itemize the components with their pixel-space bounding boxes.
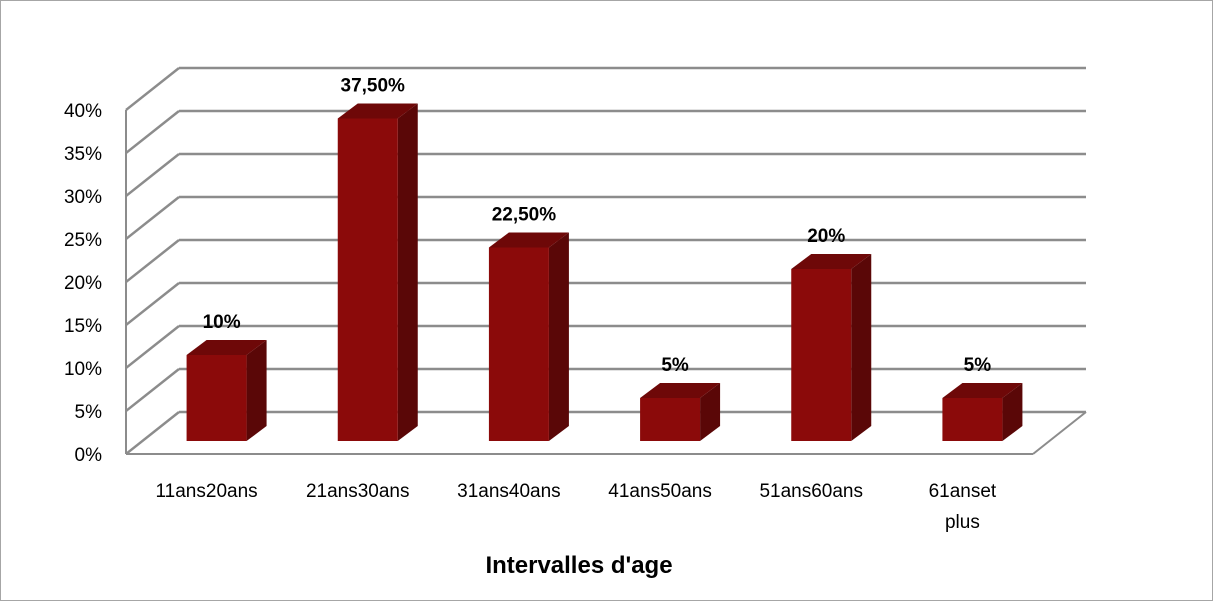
x-tick-line: plus (945, 512, 980, 533)
data-label: 37,50% (341, 76, 406, 97)
bar-front (640, 398, 701, 441)
bar-top (488, 232, 569, 248)
y-tick-label: 35% (64, 144, 102, 165)
bar-top (791, 254, 872, 269)
y-tick-label: 20% (64, 273, 102, 294)
x-axis-ticks: 11ans20ans 21ans30ans 31ans40ans 41ans50ans… (156, 481, 997, 533)
gridline-depth (125, 196, 180, 240)
bar-front (488, 247, 549, 441)
bar-top (337, 103, 418, 119)
gridline-depth (125, 67, 180, 111)
gridline-depth (125, 411, 180, 455)
bar (791, 254, 872, 441)
gridlines (125, 66, 1086, 455)
gridline-depth (125, 282, 180, 326)
gridline-depth (125, 325, 180, 369)
y-tick-label: 40% (64, 101, 102, 122)
bar-top (186, 340, 267, 355)
bar (337, 103, 418, 441)
bar-side (548, 232, 569, 441)
y-tick-label: 5% (75, 402, 103, 423)
bar-top (942, 383, 1023, 398)
data-label: 5% (964, 355, 992, 376)
data-labels: 10% 37,50% 22,50% 5% 20% 5% (203, 76, 992, 377)
bar-front (186, 355, 247, 441)
floor-right-edge (1032, 411, 1087, 455)
x-tick-label: 31ans40ans (457, 481, 561, 502)
gridline-depth (125, 153, 180, 197)
bar (186, 340, 267, 441)
y-tick-label: 25% (64, 230, 102, 251)
x-tick-label: 11ans20ans (156, 481, 258, 502)
bar-side (700, 383, 721, 441)
bar (640, 383, 721, 441)
y-tick-label: 15% (64, 316, 102, 337)
bar-front (942, 398, 1003, 441)
data-label: 20% (807, 226, 845, 247)
gridline-depth (125, 368, 180, 412)
bar-top (640, 383, 721, 398)
gridline-depth (125, 110, 180, 154)
x-tick-label: 41ans50ans (608, 481, 712, 502)
y-axis-ticks: 0% 5% 10% 15% 20% 25% 30% 35% 40% (64, 101, 102, 466)
bar-side (1002, 383, 1023, 441)
y-tick-label: 10% (64, 359, 102, 380)
bar (488, 232, 569, 441)
data-label: 5% (661, 355, 689, 376)
x-tick-label: 61anset plus (929, 481, 997, 533)
bar (942, 383, 1023, 441)
bars (186, 103, 1023, 441)
y-tick-label: 30% (64, 187, 102, 208)
gridline-depth (125, 239, 180, 283)
data-label: 22,50% (492, 205, 557, 226)
y-tick-label: 0% (75, 445, 103, 466)
bar-front (791, 269, 852, 441)
data-label: 10% (203, 312, 241, 333)
x-tick-label: 51ans60ans (759, 481, 863, 502)
x-tick-label: 21ans30ans (306, 481, 410, 502)
x-tick-line: 61anset (929, 481, 997, 502)
bar-side (397, 103, 418, 441)
x-axis-title: Intervalles d'age (485, 552, 672, 579)
bar-side (851, 254, 872, 441)
bar-side (246, 340, 267, 441)
bar-front (337, 118, 398, 441)
